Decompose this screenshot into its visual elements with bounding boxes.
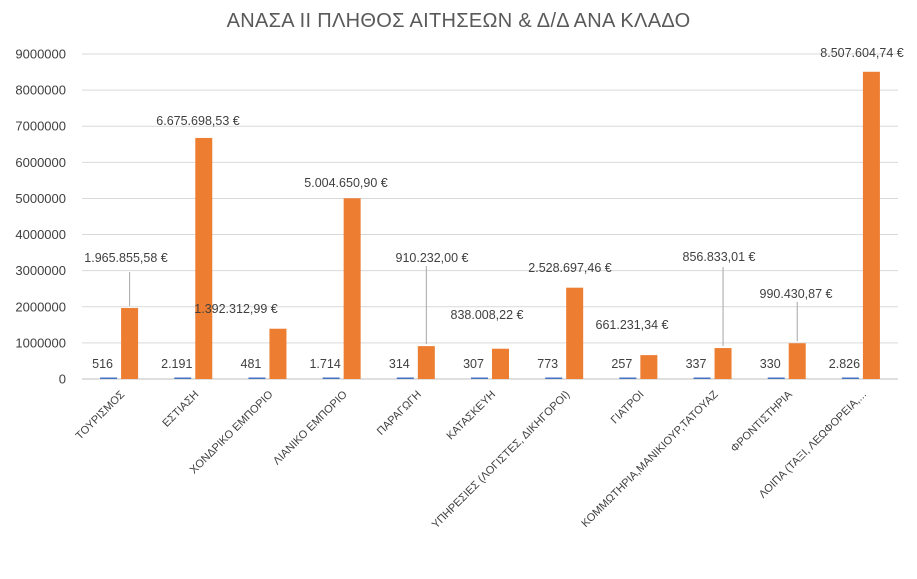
amount-label: 856.833,01 € [683,250,756,264]
y-tick-label: 7000000 [15,119,66,134]
y-tick-label: 8000000 [15,83,66,98]
count-label: 516 [92,357,113,371]
category-label: ΕΣΤΙΑΣΗ [160,389,201,430]
count-label: 337 [686,357,707,371]
y-tick-label: 6000000 [15,155,66,170]
bar-count [693,377,711,379]
count-label: 773 [537,357,558,371]
amount-label: 1.392.312,99 € [194,302,277,316]
count-label: 1.714 [309,357,340,371]
count-label: 330 [760,357,781,371]
gridlines [82,53,898,380]
y-tick-label: 1000000 [15,335,66,350]
amount-label: 910.232,00 € [396,251,469,265]
bar-count [396,377,414,379]
bar-count [248,377,266,379]
bar-count [174,377,192,379]
bar-amount [417,346,435,379]
bar-count [545,377,563,379]
category-label: ΧΟΝΔΡΙΚΟ ΕΜΠΟΡΙΟ [188,388,276,476]
category-label: ΥΠΗΡΕΣΙΕΣ (ΛΟΓΙΣΤΕΣ, ΔΙΚΗΓΟΡΟΙ) [430,389,572,531]
bar-amount [343,198,361,379]
y-tick-label: 0 [59,372,66,387]
amount-label: 661.231,34 € [596,318,669,332]
bar-count [619,377,637,379]
amount-label: 8.507.604,74 € [820,46,903,60]
amount-label: 990.430,87 € [760,287,833,301]
count-label: 257 [611,357,632,371]
data-labels: 516 1.965.855,58 € 2.191 6.675.698,53 € 481 1… [84,46,903,371]
y-tick-label: 4000000 [15,227,66,242]
bar-amount [566,287,584,379]
amount-label: 6.675.698,53 € [156,114,239,128]
y-tick-label: 3000000 [15,263,66,278]
amount-label: 2.528.697,46 € [528,261,611,275]
bar-amount [195,137,213,379]
amount-label: 838.008,22 € [451,308,524,322]
chart-title: ΑΝΑΣΑ ΙΙ ΠΛΗΘΟΣ ΑΙΤΗΣΕΩΝ & Δ/Δ ΑΝΑ ΚΛΑΔΟ [226,10,691,32]
y-tick-label: 9000000 [15,47,66,62]
bar-count [471,377,488,379]
bar-amount [121,308,139,379]
bar-amount [269,328,287,379]
amount-label: 1.965.855,58 € [84,251,167,265]
y-tick-label: 2000000 [15,299,66,314]
bar-count [841,377,859,379]
category-label: ΤΟΥΡΙΣΜΟΣ [74,389,128,443]
category-label: ΠΑΡΑΓΩΓΗ [375,389,424,438]
bar-amount [492,348,509,379]
bar-count [322,377,340,379]
bar-amount [640,355,658,379]
bars [100,71,880,379]
bar-amount [862,71,880,379]
bar-count [100,377,118,379]
category-label: ΦΡΟΝΤΙΣΤΗΡΙΑ [729,388,796,455]
category-label: ΚΟΜΜΩΤΗΡΙΑ,ΜΑΝΙΚΙΟΥΡ,ΤΑΤΟΥΑΖ [579,388,720,529]
category-label: ΓΙΑΤΡΟΙ [609,389,647,427]
bar-amount [714,348,732,379]
y-tick-label: 5000000 [15,191,66,206]
count-label: 2.826 [829,357,860,371]
bar-count [767,377,785,379]
category-label: ΚΑΤΑΣΚΕΥΗ [444,389,498,443]
count-label: 314 [389,357,410,371]
count-label: 2.191 [161,357,192,371]
amount-label: 5.004.650,90 € [304,176,387,190]
category-label: ΛΙΑΝΙΚΟ ΕΜΠΟΡΙΟ [271,388,350,467]
y-axis: 0 1000000 2000000 3000000 4000000 5000000 6000… [15,47,66,387]
bar-amount [788,343,806,379]
count-label: 481 [241,357,262,371]
count-label: 307 [463,357,484,371]
